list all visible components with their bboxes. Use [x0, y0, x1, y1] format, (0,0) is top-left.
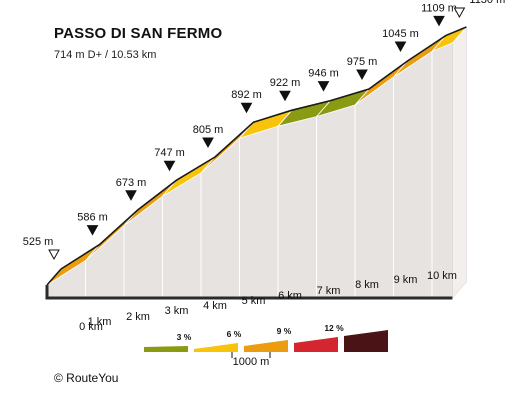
- elevation-marker-icon: [433, 15, 445, 27]
- profile-underside: [45, 26, 467, 300]
- x-tick-label: 4 km: [203, 300, 227, 312]
- elevation-marker-icon: [86, 225, 99, 236]
- elevation-marker-icon: [240, 102, 253, 114]
- elevation-label: 946 m: [308, 68, 339, 80]
- x-tick-label: 0 km: [79, 321, 103, 333]
- x-tick-label: 3 km: [165, 305, 189, 317]
- x-tick-label: 2 km: [126, 311, 150, 323]
- elevation-markers: 525 m 586 m 673 m 747 m 805 m 892 m 922 m 946 m…: [23, 0, 505, 261]
- elevation-label: 805 m: [193, 124, 224, 136]
- elevation-marker-icon: [356, 69, 368, 81]
- gradient-legend: 3 % 6 % 9 % 12 % 1000 m: [144, 323, 388, 368]
- legend-threshold-label: 9 %: [277, 326, 292, 336]
- profile-underside-area: [47, 43, 453, 298]
- elevation-marker-icon: [394, 41, 407, 53]
- elevation-label: 525 m: [23, 236, 54, 248]
- elevation-marker-icon: [48, 249, 60, 261]
- x-tick-label: 9 km: [394, 274, 418, 286]
- x-tick-label: 8 km: [355, 279, 379, 291]
- legend-threshold-label: 3 %: [177, 332, 192, 342]
- profile-end-face: [452, 26, 467, 299]
- legend-swatch: [244, 340, 288, 352]
- elevation-marker-icon: [202, 137, 214, 149]
- elevation-label: 1045 m: [382, 28, 419, 40]
- elevation-marker-icon: [317, 81, 330, 92]
- elevation-label: 1130 m: [469, 0, 505, 6]
- x-tick-label: 6 km: [278, 290, 302, 302]
- elevation-label: 1109 m: [421, 2, 457, 14]
- elevation-label: 892 m: [231, 89, 262, 101]
- legend-swatch: [194, 343, 238, 352]
- elevation-marker-icon: [125, 190, 137, 201]
- x-axis: 0 km1 km 2 km 3 km 4 km 5 km 6 km 7 km 8 km 9 km…: [79, 270, 457, 333]
- x-tick-label: 7 km: [317, 285, 341, 297]
- elevation-marker-icon: [279, 90, 291, 102]
- scale-bar-label: 1000 m: [233, 356, 270, 368]
- elevation-label: 922 m: [270, 77, 301, 89]
- x-tick-label: 5 km: [242, 295, 266, 307]
- elevation-label: 586 m: [77, 212, 108, 224]
- legend-threshold-label: 6 %: [227, 329, 242, 339]
- chart-subtitle: 714 m D+ / 10.53 km: [54, 49, 157, 61]
- profile-ribbon: [46, 26, 467, 286]
- profile-back-edge: [60, 26, 467, 270]
- profile-start-edge: [46, 268, 62, 286]
- elevation-marker-icon: [163, 160, 176, 172]
- profile-base: [45, 285, 453, 300]
- elevation-label: 673 m: [116, 177, 147, 189]
- elevation-label: 747 m: [154, 147, 185, 159]
- x-tick-label: 10 km: [427, 270, 457, 282]
- elevation-marker-icon: [453, 7, 466, 19]
- x-tick-label: 1 km: [88, 316, 112, 328]
- legend-threshold-label: 12 %: [324, 323, 344, 333]
- elevation-label: 975 m: [347, 56, 378, 68]
- copyright-text: © RouteYou: [54, 371, 119, 385]
- legend-swatch: [344, 330, 388, 352]
- legend-swatch: [144, 346, 188, 352]
- chart-title: PASSO DI SAN FERMO: [54, 25, 223, 42]
- legend-swatch: [294, 337, 338, 352]
